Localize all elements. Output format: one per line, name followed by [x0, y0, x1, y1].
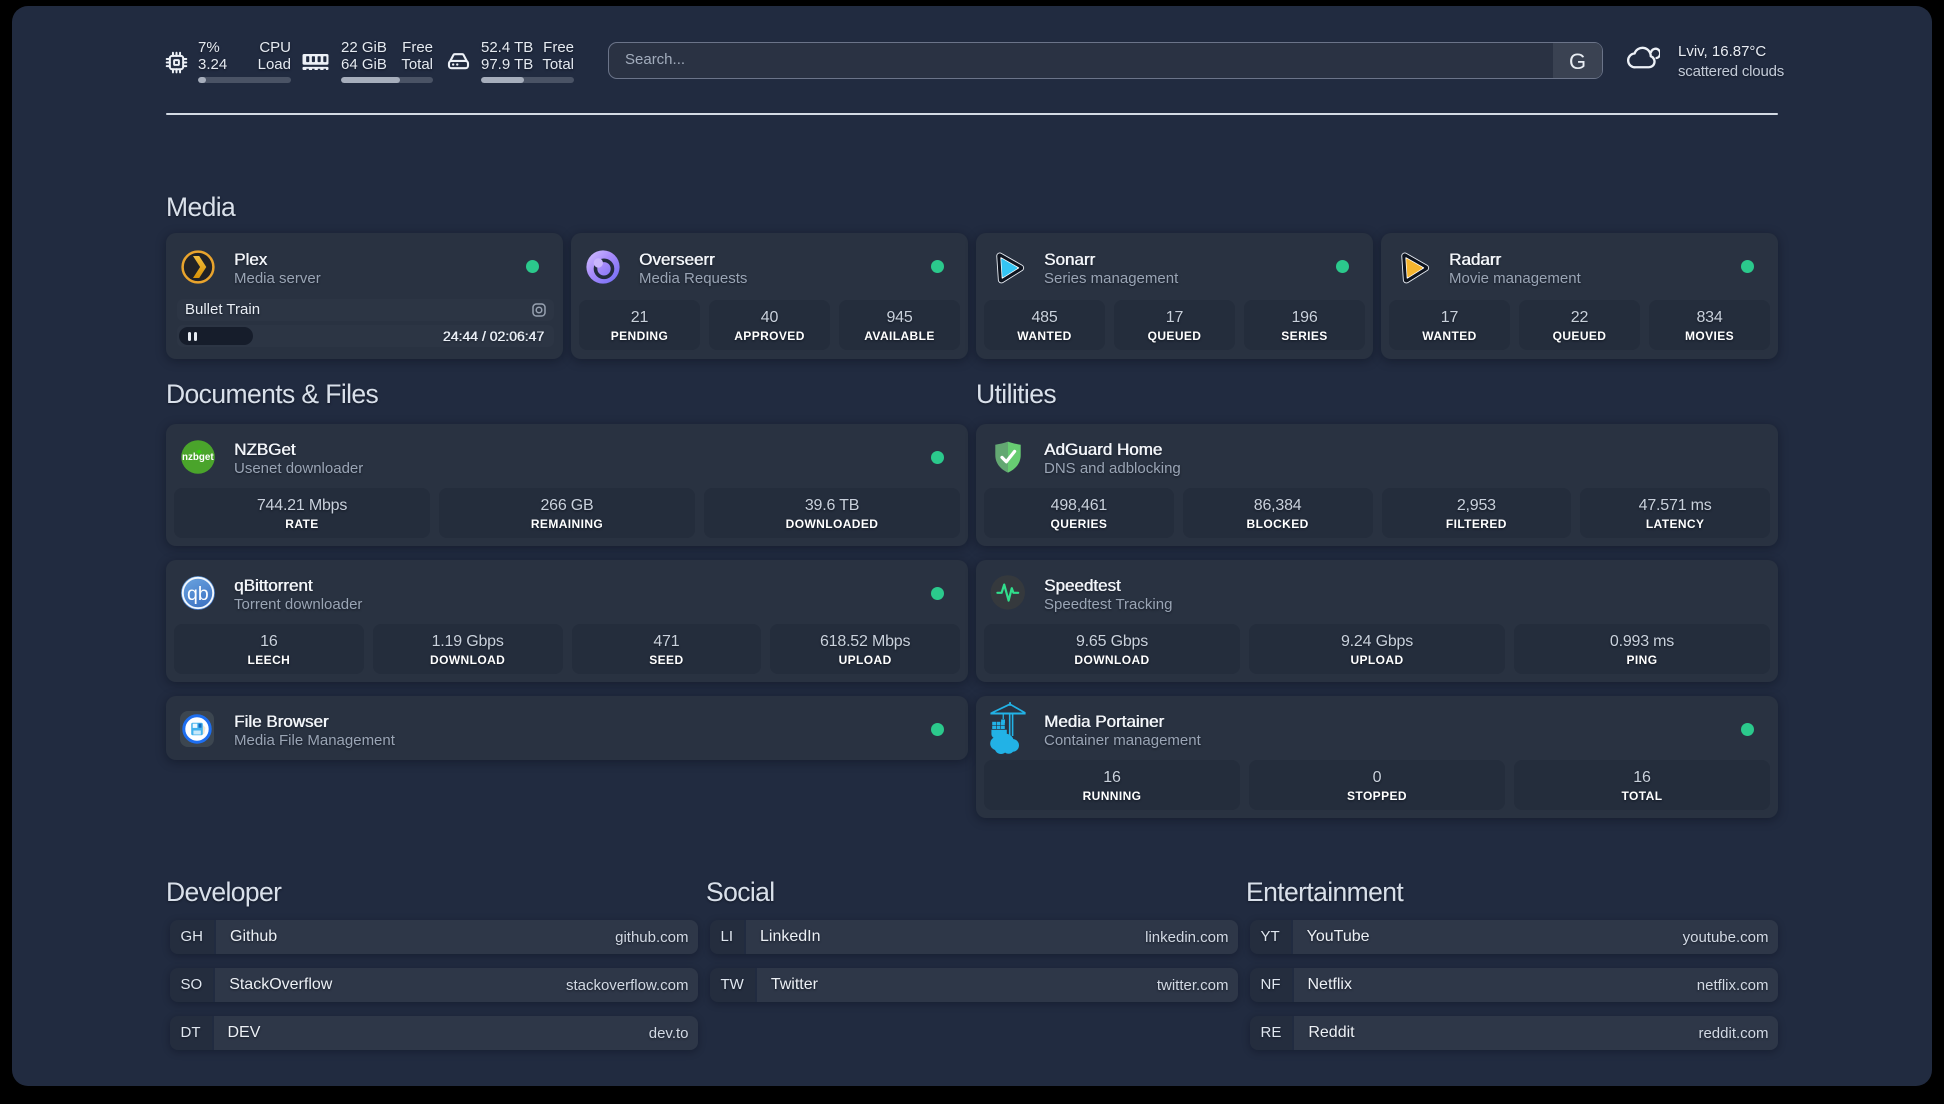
svg-text:nzbget: nzbget [182, 452, 214, 463]
svg-text:qb: qb [187, 583, 209, 605]
